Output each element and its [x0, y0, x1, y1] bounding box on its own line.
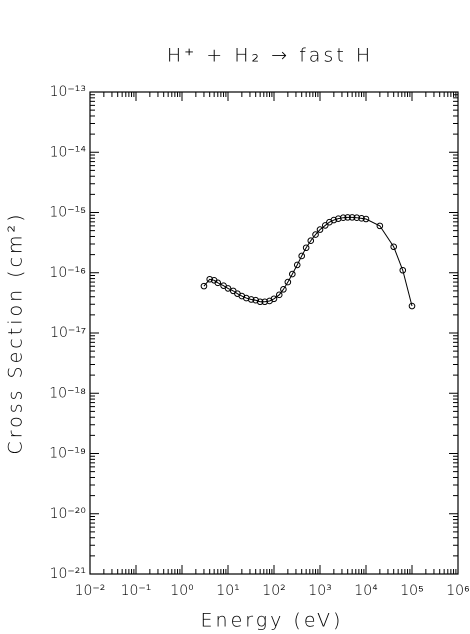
data-point — [214, 279, 222, 287]
data-point — [293, 261, 301, 269]
y-axis-label: Cross Section (cm²) — [5, 211, 27, 454]
data-point — [261, 298, 269, 306]
data-point — [247, 296, 255, 303]
y-tick-label: 10⁻¹⁴ — [50, 144, 87, 160]
data-point — [339, 214, 347, 221]
x-axis-label: Energy (eV) — [201, 610, 344, 632]
y-tick-label: 10⁻¹⁷ — [50, 325, 86, 341]
data-point — [206, 275, 213, 283]
data-point — [408, 302, 416, 310]
y-tick-label: 10⁻²¹ — [50, 566, 86, 582]
data-point — [298, 252, 305, 260]
data-point — [344, 214, 351, 221]
x-tick-label: 10⁴ — [354, 583, 378, 599]
x-tick-label: 10¹ — [216, 583, 239, 599]
data-point — [307, 237, 315, 245]
data-point — [399, 266, 407, 274]
y-tick-label: 10⁻¹⁵ — [49, 205, 86, 221]
data-point — [302, 244, 310, 252]
data-point — [316, 226, 324, 233]
y-tick-label: 10⁻¹⁸ — [49, 385, 86, 401]
x-tick-label: 10⁻¹ — [121, 583, 152, 599]
y-tick-label: 10⁻¹⁹ — [49, 446, 86, 462]
data-point — [224, 285, 232, 292]
x-tick-label: 10³ — [308, 583, 331, 599]
data-point — [280, 286, 287, 293]
data-point — [252, 296, 259, 304]
data-point — [200, 282, 208, 290]
x-tick-label: 10² — [262, 583, 285, 599]
data-point — [358, 215, 365, 222]
data-point — [330, 216, 338, 224]
data-point — [312, 231, 319, 238]
x-tick-label: 10⁵ — [400, 583, 424, 599]
data-point — [289, 270, 296, 278]
data-point — [390, 243, 397, 251]
x-tick-label: 10⁻² — [75, 583, 106, 599]
x-tick-label: 10⁶ — [446, 583, 470, 599]
data-point — [348, 214, 356, 221]
y-tick-label: 10⁻²⁰ — [50, 506, 86, 522]
data-point — [353, 214, 361, 221]
data-point — [376, 222, 384, 230]
data-point — [275, 291, 283, 299]
data-point — [335, 215, 342, 222]
x-tick-label: 10⁰ — [170, 583, 193, 599]
data-point — [270, 295, 278, 303]
data-point — [321, 222, 329, 229]
data-point — [284, 278, 292, 286]
y-tick-label: 10⁻¹⁶ — [49, 265, 86, 281]
data-point — [256, 298, 264, 306]
data-point — [362, 215, 370, 223]
plot-frame — [89, 91, 459, 575]
chart-title: H⁺ + H₂ → fast H — [167, 45, 373, 67]
y-tick-label: 10⁻¹³ — [50, 84, 86, 100]
